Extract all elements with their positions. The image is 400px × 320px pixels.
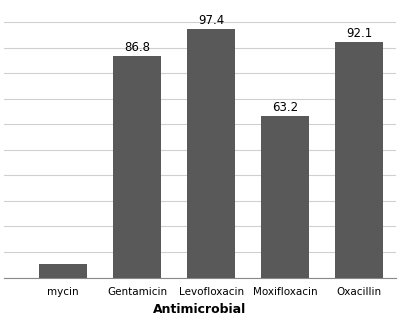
Text: 97.4: 97.4: [198, 14, 224, 27]
Text: 86.8: 86.8: [124, 41, 150, 54]
Bar: [335, 42, 383, 277]
X-axis label: Antimicrobial: Antimicrobial: [153, 303, 247, 316]
Bar: [187, 29, 235, 277]
Bar: [39, 264, 87, 277]
Text: 92.1: 92.1: [346, 27, 372, 40]
Text: 63.2: 63.2: [272, 101, 298, 114]
Bar: [261, 116, 309, 277]
Bar: [113, 56, 161, 277]
